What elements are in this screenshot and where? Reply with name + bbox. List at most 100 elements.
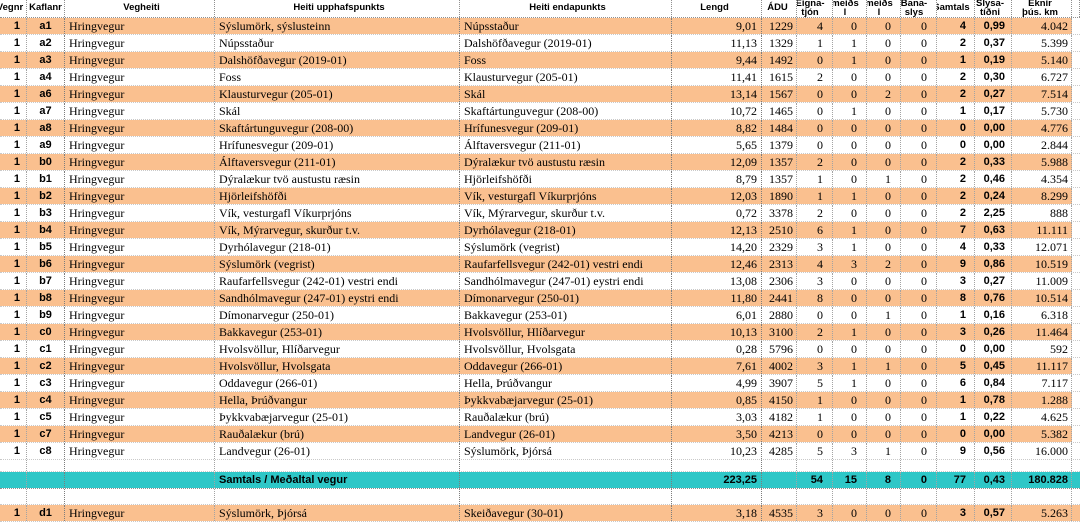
- cell-meids1[interactable]: 0: [833, 341, 867, 357]
- cell-samtals[interactable]: 2: [937, 69, 975, 85]
- cell-slysatidni[interactable]: 0,22: [975, 409, 1012, 425]
- cell-filler[interactable]: [1072, 222, 1080, 238]
- cell-upphaf[interactable]: Raufarfellsvegur (242-01) vestri endi: [215, 273, 460, 289]
- cell-eignatjon[interactable]: 0: [797, 120, 833, 136]
- cell-vegnr[interactable]: 1: [0, 358, 27, 374]
- cell-lengd[interactable]: 12,13: [672, 222, 762, 238]
- cell-kaflanr[interactable]: a1: [27, 18, 65, 34]
- cell-upphaf[interactable]: Núpsstaður: [215, 35, 460, 51]
- header-cell-lengd[interactable]: Lengd: [672, 0, 762, 17]
- cell-meids2[interactable]: 0: [867, 426, 901, 442]
- cell-adu[interactable]: 1329: [762, 35, 797, 51]
- cell-samtals[interactable]: 3: [937, 505, 975, 521]
- cell-meids2[interactable]: 0: [867, 120, 901, 136]
- cell-vegnr[interactable]: [0, 489, 27, 504]
- cell-adu[interactable]: 1615: [762, 69, 797, 85]
- cell-eknir[interactable]: 5.382: [1012, 426, 1072, 442]
- cell-lengd[interactable]: 3,03: [672, 409, 762, 425]
- header-cell-kaflanr[interactable]: Kaflanr: [27, 0, 65, 17]
- cell-eignatjon[interactable]: 0: [797, 307, 833, 323]
- cell-upphaf[interactable]: Foss: [215, 69, 460, 85]
- cell-vegheiti[interactable]: Hringvegur: [65, 52, 215, 68]
- cell-lengd[interactable]: 11,80: [672, 290, 762, 306]
- cell-eknir[interactable]: 16.000: [1012, 443, 1072, 459]
- cell-eignatjon[interactable]: 0: [797, 426, 833, 442]
- cell-endi[interactable]: Hella, Þrúðvangur: [460, 375, 672, 391]
- cell-filler[interactable]: [1072, 154, 1080, 170]
- cell-meids2[interactable]: 0: [867, 392, 901, 408]
- cell-endi[interactable]: [460, 489, 672, 504]
- cell-endi[interactable]: Rauðalækur (brú): [460, 409, 672, 425]
- cell-filler[interactable]: [1072, 188, 1080, 204]
- cell-meids2[interactable]: 0: [867, 69, 901, 85]
- cell-meids2[interactable]: 1: [867, 171, 901, 187]
- cell-meids1[interactable]: [833, 460, 867, 471]
- cell-slysatidni[interactable]: 0,00: [975, 341, 1012, 357]
- cell-adu[interactable]: 4182: [762, 409, 797, 425]
- cell-filler[interactable]: [1072, 171, 1080, 187]
- cell-kaflanr[interactable]: b2: [27, 188, 65, 204]
- cell-endi[interactable]: Hjörleifshöfði: [460, 171, 672, 187]
- cell-kaflanr[interactable]: b1: [27, 171, 65, 187]
- cell-endi[interactable]: Þykkvabæjarvegur (25-01): [460, 392, 672, 408]
- cell-filler[interactable]: [1072, 103, 1080, 119]
- cell-meids1[interactable]: 0: [833, 171, 867, 187]
- cell-banaslys[interactable]: [901, 489, 937, 504]
- cell-eknir[interactable]: 11.009: [1012, 273, 1072, 289]
- cell-endi[interactable]: Dímonarvegur (250-01): [460, 290, 672, 306]
- cell-eignatjon[interactable]: 54: [797, 472, 833, 488]
- cell-vegheiti[interactable]: Hringvegur: [65, 505, 215, 521]
- cell-samtals[interactable]: 2: [937, 86, 975, 102]
- cell-banaslys[interactable]: 0: [901, 188, 937, 204]
- cell-lengd[interactable]: 11,13: [672, 35, 762, 51]
- cell-vegheiti[interactable]: Hringvegur: [65, 273, 215, 289]
- cell-samtals[interactable]: 8: [937, 290, 975, 306]
- cell-vegnr[interactable]: 1: [0, 239, 27, 255]
- cell-samtals[interactable]: 2: [937, 35, 975, 51]
- cell-lengd[interactable]: 11,41: [672, 69, 762, 85]
- cell-vegheiti[interactable]: [65, 460, 215, 471]
- cell-lengd[interactable]: 10,23: [672, 443, 762, 459]
- cell-vegnr[interactable]: 1: [0, 409, 27, 425]
- cell-meids2[interactable]: 0: [867, 35, 901, 51]
- cell-eignatjon[interactable]: 4: [797, 256, 833, 272]
- cell-meids1[interactable]: 15: [833, 472, 867, 488]
- cell-banaslys[interactable]: 0: [901, 392, 937, 408]
- cell-lengd[interactable]: 4,99: [672, 375, 762, 391]
- cell-kaflanr[interactable]: b5: [27, 239, 65, 255]
- cell-meids1[interactable]: 1: [833, 35, 867, 51]
- cell-meids2[interactable]: 1: [867, 358, 901, 374]
- cell-lengd[interactable]: 9,44: [672, 52, 762, 68]
- cell-eknir[interactable]: 2.844: [1012, 137, 1072, 153]
- cell-upphaf[interactable]: Þykkvabæjarvegur (25-01): [215, 409, 460, 425]
- cell-eignatjon[interactable]: 2: [797, 69, 833, 85]
- cell-filler[interactable]: [1072, 137, 1080, 153]
- header-cell-slysatidni[interactable]: Slysa- tíðni: [975, 0, 1012, 17]
- cell-meids2[interactable]: 0: [867, 154, 901, 170]
- cell-eknir[interactable]: 6.727: [1012, 69, 1072, 85]
- cell-eknir[interactable]: 7.117: [1012, 375, 1072, 391]
- cell-adu[interactable]: 1379: [762, 137, 797, 153]
- cell-vegheiti[interactable]: [65, 489, 215, 504]
- cell-endi[interactable]: Skál: [460, 86, 672, 102]
- cell-vegheiti[interactable]: Hringvegur: [65, 409, 215, 425]
- cell-adu[interactable]: [762, 489, 797, 504]
- cell-adu[interactable]: 3907: [762, 375, 797, 391]
- cell-kaflanr[interactable]: c0: [27, 324, 65, 340]
- cell-adu[interactable]: 1465: [762, 103, 797, 119]
- cell-slysatidni[interactable]: 0,56: [975, 443, 1012, 459]
- cell-banaslys[interactable]: 0: [901, 86, 937, 102]
- cell-vegnr[interactable]: 1: [0, 392, 27, 408]
- cell-kaflanr[interactable]: c8: [27, 443, 65, 459]
- cell-vegnr[interactable]: 1: [0, 341, 27, 357]
- cell-slysatidni[interactable]: 0,00: [975, 137, 1012, 153]
- cell-banaslys[interactable]: 0: [901, 505, 937, 521]
- cell-eignatjon[interactable]: 5: [797, 443, 833, 459]
- header-cell-vegnr[interactable]: Vegnr: [0, 0, 27, 17]
- cell-kaflanr[interactable]: a7: [27, 103, 65, 119]
- cell-banaslys[interactable]: 0: [901, 35, 937, 51]
- cell-endi[interactable]: Sýslumörk (vegrist): [460, 239, 672, 255]
- cell-vegnr[interactable]: 1: [0, 171, 27, 187]
- cell-meids2[interactable]: 0: [867, 273, 901, 289]
- cell-vegheiti[interactable]: Hringvegur: [65, 222, 215, 238]
